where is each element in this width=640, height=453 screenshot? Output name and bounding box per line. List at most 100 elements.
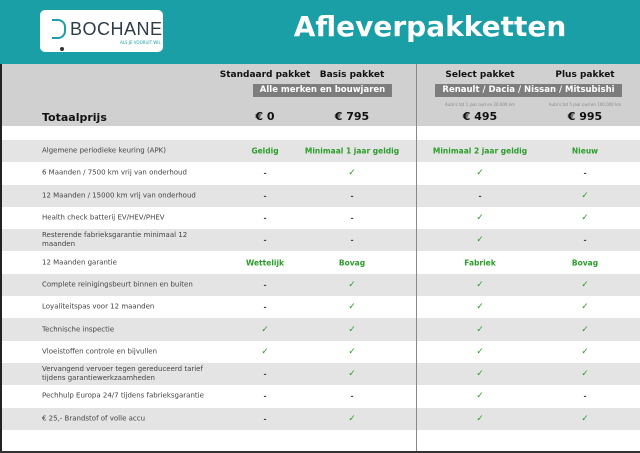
- dash-icon: -: [263, 213, 267, 223]
- row-label: Resterende fabrieksgarantie minimaal 12 …: [42, 231, 188, 249]
- package-name-select: Select pakket: [445, 70, 515, 80]
- bottom-border: [0, 451, 640, 453]
- column-divider: [416, 64, 417, 453]
- row-label: Health check batterij EV/HEV/PHEV: [42, 213, 165, 222]
- check-icon: ✓: [348, 302, 356, 313]
- dash-icon: -: [263, 168, 267, 178]
- check-icon: ✓: [261, 324, 269, 335]
- check-icon: ✓: [348, 168, 356, 179]
- page-title: Afleverpakketten: [293, 10, 567, 43]
- check-icon: ✓: [348, 413, 356, 424]
- check-icon: ✓: [348, 369, 356, 380]
- dash-icon: -: [583, 391, 587, 401]
- dash-icon: -: [263, 302, 267, 312]
- table-row: Resterende fabrieksgarantie minimaal 12 …: [0, 229, 640, 252]
- table-row: Algemene periodieke keuring (APK) Geldig M…: [0, 140, 640, 163]
- cell-value: Nieuw: [571, 146, 599, 156]
- row-label: Pechhulp Europa 24/7 tijdens fabrieksgar…: [42, 391, 204, 400]
- left-border: [0, 64, 2, 453]
- row-label: Complete reinigingsbeurt binnen en buite…: [42, 280, 193, 289]
- check-icon: ✓: [581, 190, 589, 201]
- package-name-plus: Plus pakket: [555, 70, 615, 80]
- cell-value: Bovag: [338, 258, 366, 268]
- dash-icon: -: [263, 414, 267, 424]
- table-row: 6 Maanden / 7500 km vrij van onderhoud - ✓…: [0, 162, 640, 184]
- dash-icon: -: [263, 369, 267, 379]
- table-row: Pechhulp Europa 24/7 tijdens fabrieksgar…: [0, 385, 640, 407]
- check-icon: ✓: [348, 279, 356, 290]
- plus-note: Auto's tot 5 jaar oud en 100.000 km: [548, 102, 622, 107]
- price-plus: € 995: [567, 110, 603, 123]
- dash-icon: -: [350, 191, 354, 201]
- check-icon: ✓: [581, 279, 589, 290]
- row-label: 6 Maanden / 7500 km vrij van onderhoud: [42, 168, 187, 177]
- dash-icon: -: [350, 213, 354, 223]
- select-note: Auto's tot 1 jaar oud en 20.000 km: [445, 102, 515, 107]
- group-label-brands: Renault / Dacia / Nissan / Mitsubishi: [435, 84, 622, 97]
- total-price-label: Totaalprijs: [42, 111, 107, 124]
- check-icon: ✓: [476, 168, 484, 179]
- cell-value: Geldig: [251, 146, 279, 156]
- row-label: € 25,- Brandstof of volle accu: [42, 414, 146, 423]
- check-icon: ✓: [476, 279, 484, 290]
- dash-icon: -: [263, 391, 267, 401]
- cell-value: Wettelijk: [245, 258, 285, 268]
- row-label: Technische inspectie: [42, 325, 115, 334]
- dash-icon: -: [263, 280, 267, 290]
- package-name-basis: Basis pakket: [319, 70, 385, 80]
- dash-icon: -: [263, 235, 267, 245]
- table-row: Loyaliteitspas voor 12 maanden - ✓ ✓ ✓: [0, 296, 640, 318]
- check-icon: ✓: [476, 213, 484, 224]
- dash-icon: -: [583, 235, 587, 245]
- check-icon: ✓: [476, 413, 484, 424]
- price-standaard: € 0: [255, 110, 275, 123]
- dash-icon: -: [263, 191, 267, 201]
- check-icon: ✓: [581, 213, 589, 224]
- package-name-standaard: Standaard pakket: [219, 70, 311, 80]
- group-label-all-brands: Alle merken en bouwjaren: [253, 84, 392, 97]
- table-row: Complete reinigingsbeurt binnen en buite…: [0, 273, 640, 297]
- check-icon: ✓: [348, 346, 356, 357]
- table-row: 12 Maanden garantie Wettelijk Bovag Fabriek…: [0, 252, 640, 274]
- cell-value: Minimaal 1 jaar geldig: [304, 146, 400, 156]
- row-label: Loyaliteitspas voor 12 maanden: [42, 302, 155, 311]
- check-icon: ✓: [476, 369, 484, 380]
- check-icon: ✓: [476, 391, 484, 402]
- check-icon: ✓: [476, 346, 484, 357]
- check-icon: ✓: [581, 413, 589, 424]
- row-label: Vervangend vervoer tegen gereduceerd tar…: [42, 365, 203, 383]
- row-label: 12 Maanden / 15000 km vrij van onderhoud: [42, 191, 196, 200]
- dash-icon: -: [350, 235, 354, 245]
- check-icon: ✓: [476, 324, 484, 335]
- check-icon: ✓: [581, 369, 589, 380]
- row-label: Vloeistoffen controle en bijvullen: [42, 347, 158, 356]
- check-icon: ✓: [476, 235, 484, 246]
- check-icon: ✓: [261, 346, 269, 357]
- check-icon: ✓: [581, 346, 589, 357]
- table-row: Vervangend vervoer tegen gereduceerd tar…: [0, 363, 640, 386]
- cart-icon: [52, 19, 66, 39]
- table-row: € 25,- Brandstof of volle accu - ✓ ✓ ✓: [0, 407, 640, 430]
- price-select: € 495: [462, 110, 498, 123]
- cart-wheel-icon: [60, 47, 64, 51]
- check-icon: ✓: [476, 302, 484, 313]
- cell-value: Minimaal 2 jaar geldig: [432, 146, 528, 156]
- row-label: 12 Maanden garantie: [42, 258, 117, 267]
- table-row: Vloeistoffen controle en bijvullen ✓ ✓ ✓ ✓: [0, 341, 640, 363]
- logo-text: BOCHANE: [70, 19, 163, 39]
- table-row: Technische inspectie ✓ ✓ ✓ ✓: [0, 318, 640, 341]
- dash-icon: -: [583, 168, 587, 178]
- row-label: Algemene periodieke keuring (APK): [42, 146, 167, 155]
- check-icon: ✓: [348, 324, 356, 335]
- check-icon: ✓: [581, 302, 589, 313]
- dash-icon: -: [478, 191, 482, 201]
- bochane-logo[interactable]: BOCHANE ALS JE VOORUIT WIL: [40, 10, 163, 52]
- table-row: 12 Maanden / 15000 km vrij van onderhoud…: [0, 184, 640, 207]
- check-icon: ✓: [581, 324, 589, 335]
- cell-value: Bovag: [571, 258, 599, 268]
- dash-icon: -: [350, 391, 354, 401]
- logo-tagline: ALS JE VOORUIT WIL: [120, 40, 161, 45]
- table-row: Health check batterij EV/HEV/PHEV - - ✓ ✓: [0, 207, 640, 229]
- cell-value: Fabriek: [464, 258, 496, 268]
- price-basis: € 795: [334, 110, 370, 123]
